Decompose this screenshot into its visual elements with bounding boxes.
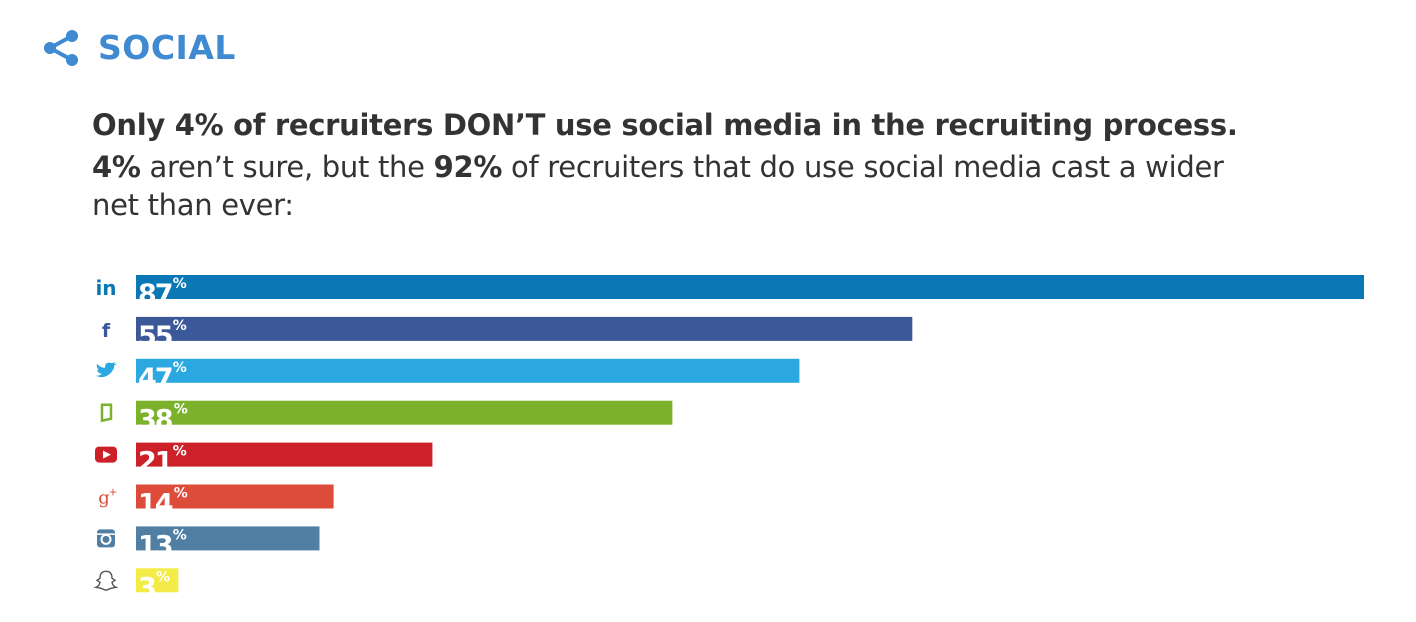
bar-snapchat [136,568,179,593]
instagram-icon [97,529,115,548]
sub-text-2: of recruiters that do use social media c… [92,150,1224,222]
stat-unsure: 4% [92,150,141,184]
percent-sign: % [173,444,187,460]
percent-sign: % [173,276,187,292]
percent-sign: % [173,318,187,334]
facebook-icon: f [102,320,111,342]
bar-value-label: 13 [138,530,172,561]
bar-value-label: 38 [138,405,173,436]
youtube-icon [95,446,117,463]
percent-sign: % [156,569,170,585]
share-icon [44,29,78,66]
percent-sign: % [174,402,188,418]
percent-sign: % [173,360,187,376]
subheadline: 4% aren’t sure, but the 92% of recruiter… [92,148,1272,224]
svg-text:+: + [108,486,117,499]
svg-text:in: in [95,276,116,300]
twitter-icon [96,361,117,378]
bar-value-label: 3 [138,572,155,603]
bar-linkedin [136,275,1364,299]
headline: Only 4% of recruiters DON’T use social m… [92,108,1238,142]
bar-value-label: 21 [138,447,172,478]
bar-instagram [136,526,320,551]
svg-text:f: f [102,320,111,342]
linkedin-icon: in [95,276,116,300]
bar-google [136,484,334,509]
bar-value-label: 55 [138,321,172,352]
bar-value-label: 47 [138,363,172,394]
bar-facebook [136,316,913,341]
bar-youtube [136,442,433,467]
bar-twitter [136,358,800,383]
snapchat-icon [93,570,119,592]
stat-use: 92% [433,150,503,184]
google-plus-icon: g+ [98,486,117,509]
section-header: SOCIAL [42,28,236,67]
bar-value-label: 87 [138,279,172,310]
percent-sign: % [173,527,187,543]
percent-sign: % [174,486,188,502]
sub-text: aren’t sure, but the [140,150,434,184]
glassdoor-icon [100,403,113,423]
section-title: SOCIAL [98,28,236,67]
bar-glassdoor [136,400,673,425]
bar-value-label: 14 [138,489,173,520]
svg-text:g: g [98,488,110,509]
